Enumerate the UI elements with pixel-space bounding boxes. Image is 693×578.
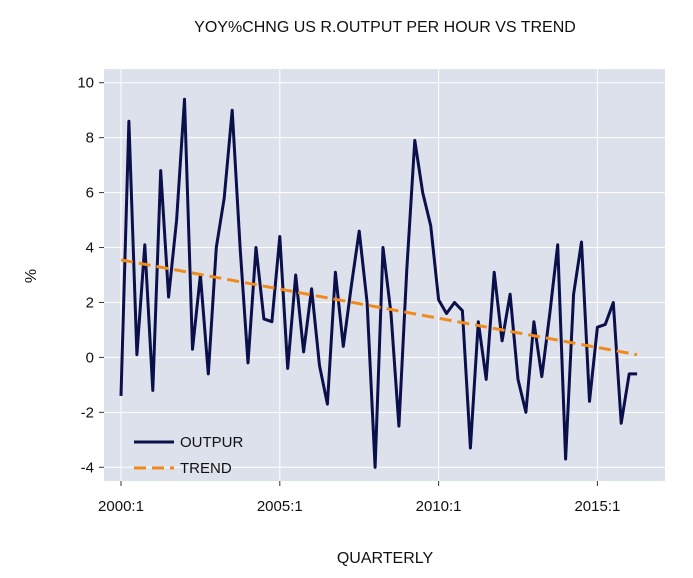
y-axis-ticks: -4 -2 0 2 4 6 8 10 [77, 75, 104, 476]
y-tick-label: 10 [77, 75, 94, 92]
y-tick-label: 0 [86, 349, 94, 366]
y-tick-label: -2 [81, 404, 94, 421]
y-tick-label: 8 [86, 130, 94, 147]
y-tick-label: -4 [81, 459, 94, 476]
x-tick-label: 2015:1 [574, 498, 620, 515]
series-line-outpur [119, 97, 638, 469]
x-tick-label: 2010:1 [416, 498, 462, 515]
x-tick-label: 2000:1 [98, 498, 144, 515]
plot-area [104, 69, 665, 481]
legend: OUTPUR TREND [134, 434, 244, 477]
y-axis-label: % [23, 269, 40, 283]
series-line-trend [120, 258, 638, 357]
x-axis-ticks: 2000:1 2005:1 2010:1 2015:1 [98, 481, 620, 515]
chart-title: YOY%CHNG US R.OUTPUT PER HOUR VS TREND [194, 19, 576, 36]
y-tick-label: 4 [86, 240, 94, 257]
series-group [119, 97, 638, 469]
x-axis-label: QUARTERLY [337, 550, 434, 567]
y-tick-label: 2 [86, 294, 94, 311]
x-tick-label: 2005:1 [257, 498, 303, 515]
y-tick-label: 6 [86, 185, 94, 202]
legend-label-trend: TREND [180, 460, 232, 477]
legend-label-outpur: OUTPUR [180, 434, 244, 451]
